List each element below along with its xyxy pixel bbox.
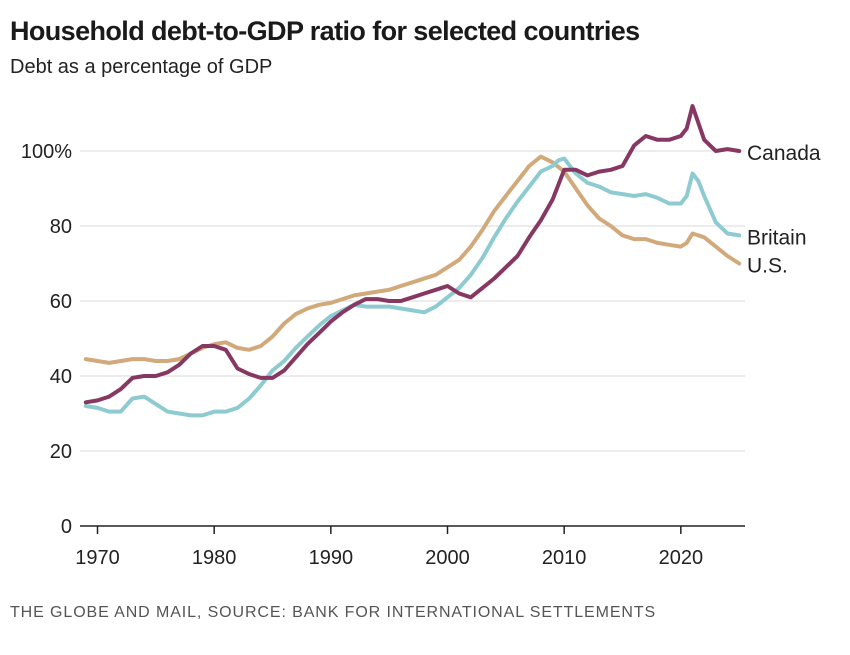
x-tick-label-1990: 1990 [309, 547, 354, 569]
series-label-u-s: U.S. [747, 255, 788, 278]
x-tick-label-1970: 1970 [75, 547, 120, 569]
y-tick-label-0: 0 [61, 516, 72, 538]
chart-title: Household debt-to-GDP ratio for selected… [10, 16, 640, 46]
chart-subtitle: Debt as a percentage of GDP [10, 56, 273, 78]
y-tick-label-60: 60 [50, 291, 72, 313]
x-tick-label-2000: 2000 [425, 547, 470, 569]
x-tick-label-2010: 2010 [542, 547, 587, 569]
series-label-britain: Britain [747, 226, 807, 249]
series-lines [83, 104, 742, 418]
chart-source: THE GLOBE AND MAIL, SOURCE: BANK FOR INT… [10, 604, 657, 621]
series-labels: U.S. Britain Canada [747, 142, 821, 278]
y-tick-label-20: 20 [50, 441, 72, 463]
series-line-britain [83, 156, 742, 418]
x-tick-label-1980: 1980 [192, 547, 237, 569]
y-axis: 0 20 40 60 80 100% [21, 141, 72, 538]
series-line-canada [83, 104, 742, 405]
series-line-u-s [83, 154, 742, 365]
y-tick-label-40: 40 [50, 366, 72, 388]
series-label-canada: Canada [747, 142, 821, 165]
x-tick-label-2020: 2020 [659, 547, 704, 569]
x-axis: 1970 1980 1990 2000 2010 2020 [75, 525, 745, 569]
y-tick-label-100: 100% [21, 141, 72, 163]
gridlines [80, 150, 745, 452]
y-tick-label-80: 80 [50, 216, 72, 238]
